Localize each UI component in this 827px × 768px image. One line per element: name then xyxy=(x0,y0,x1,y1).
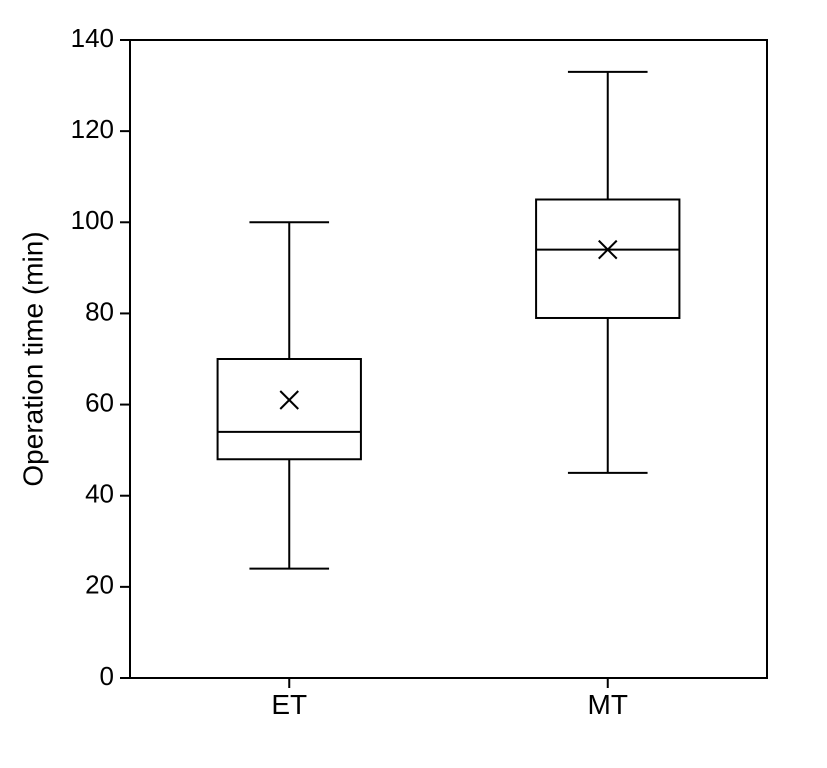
y-tick-label: 60 xyxy=(85,387,114,417)
y-axis-label: Operation time (min) xyxy=(17,231,48,486)
y-tick-label: 100 xyxy=(71,205,114,235)
box xyxy=(218,359,361,459)
x-tick-label: ET xyxy=(271,689,307,720)
y-tick-label: 40 xyxy=(85,479,114,509)
y-tick-label: 140 xyxy=(71,23,114,53)
y-tick-label: 120 xyxy=(71,114,114,144)
y-tick-label: 80 xyxy=(85,296,114,326)
x-tick-label: MT xyxy=(588,689,628,720)
boxplot-chart: 0 20 40 60 80 100 120 140 Operation time (min) ET… xyxy=(0,0,827,768)
y-tick-label: 20 xyxy=(85,570,114,600)
chart-svg: 0 20 40 60 80 100 120 140 Operation time (min) ET… xyxy=(0,0,827,768)
y-tick-label: 0 xyxy=(100,661,114,691)
box xyxy=(536,200,679,318)
